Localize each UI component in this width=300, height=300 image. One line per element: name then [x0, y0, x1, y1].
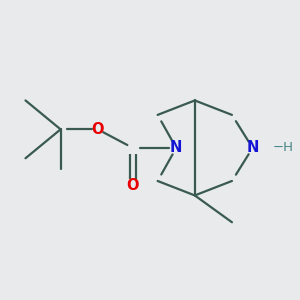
Text: −H: −H — [272, 141, 293, 154]
Text: N: N — [246, 140, 259, 155]
Text: O: O — [92, 122, 104, 137]
Text: O: O — [127, 178, 139, 193]
Text: N: N — [170, 140, 182, 155]
